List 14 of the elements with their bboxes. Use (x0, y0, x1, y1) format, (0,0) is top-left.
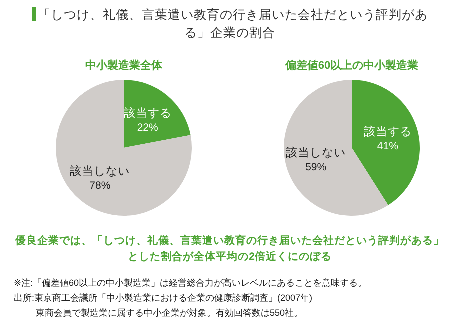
data-label: 59% (306, 161, 327, 174)
slice-label: 該当しない (286, 145, 346, 160)
text: 「しつけ、礼儀、言葉遣い教育の行き届いた会社だという評判がある」企業の割合 (38, 8, 428, 40)
data-label: 41% (377, 140, 398, 153)
data-label: 78% (90, 180, 111, 192)
text: ※注:「偏差値60以上の中小製造業」は経営総合力が高いレベルにあることを意味する。 (14, 277, 368, 290)
chart-title: 偏差値60以上の中小製造業 (284, 59, 419, 72)
text: 優良企業では、「しつけ、礼儀、言葉遣い教育の行き届いた会社だという評判がある」とした割合が全体平均の2倍近くにのぼる (15, 234, 445, 265)
slice-label: 該当する (124, 106, 172, 120)
slice-label: 該当しない (70, 164, 130, 178)
text: 出所:東京商工会議所「中小製造業における企業の健康診断調査」(2007年) 東商会員で製造業に属する中小企業が対象。有効回答数は550社。 (14, 292, 314, 320)
chart-title: 中小製造業全体 (86, 59, 164, 72)
slice-label: 該当する (364, 124, 412, 139)
data-label: 22% (137, 122, 158, 134)
